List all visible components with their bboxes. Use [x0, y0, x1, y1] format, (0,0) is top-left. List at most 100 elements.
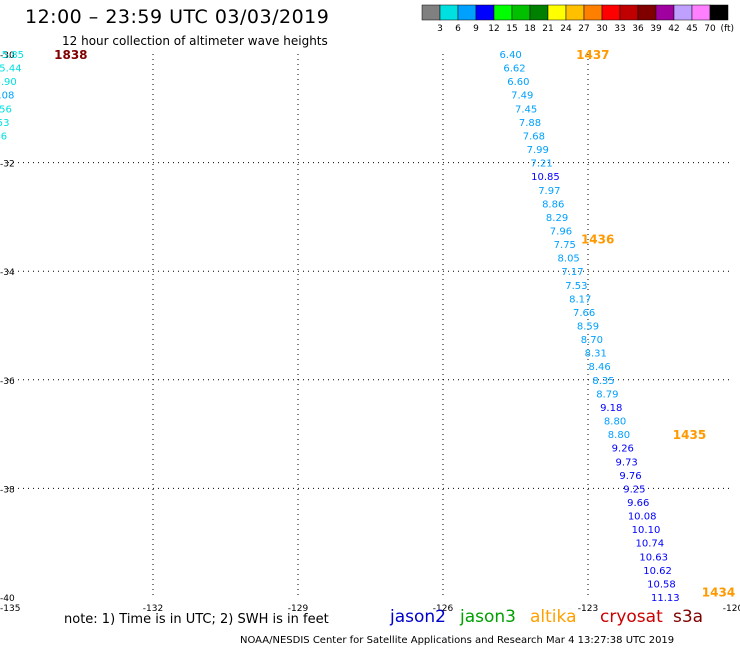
- wave-height-value: 5.53: [0, 118, 9, 129]
- wave-height-value: 8.35: [592, 376, 614, 387]
- x-tick-label: -126: [433, 604, 454, 614]
- colorbar-swatch: [547, 4, 567, 21]
- wave-height-value: 8.17: [569, 294, 591, 305]
- satellite-legend-jason2: jason2: [390, 607, 446, 627]
- colorbar-label: 42: [668, 24, 679, 34]
- wave-height-value: 10.74: [636, 539, 665, 550]
- x-tick-label: -129: [288, 604, 309, 614]
- wave-height-value: 10.63: [639, 552, 668, 563]
- wave-height-value: 5.44: [0, 64, 22, 75]
- wave-height-value: 7.75: [554, 240, 576, 251]
- chart-subtitle: 12 hour collection of altimeter wave hei…: [62, 34, 328, 48]
- wave-height-value: 9.76: [619, 471, 641, 482]
- wave-height-value: 7.97: [538, 186, 560, 197]
- colorbar-label: 24: [560, 24, 572, 34]
- colorbar-swatch: [421, 4, 441, 21]
- wave-height-value: 8.05: [558, 254, 580, 265]
- pass-time-label: 1437: [576, 48, 609, 62]
- wave-height-value: 7.88: [519, 118, 541, 129]
- colorbar-unit: (ft): [720, 24, 734, 34]
- satellite-legend-cryosat: cryosat: [600, 607, 663, 627]
- wave-height-value: 8.70: [581, 335, 603, 346]
- wave-height-value: 8.80: [608, 430, 630, 441]
- chart-title: 12:00 – 23:59 UTC 03/03/2019: [25, 6, 330, 28]
- colorbar-swatch: [637, 4, 657, 21]
- pass-time-label: 1435: [673, 428, 706, 442]
- colorbar-swatch: [493, 4, 513, 21]
- wave-height-value: 7.99: [527, 145, 549, 156]
- satellite-legend-jason3: jason3: [460, 607, 516, 627]
- wave-height-value: 4.46: [0, 131, 7, 142]
- wave-height-value: 6.08: [0, 91, 14, 102]
- colorbar-swatch: [619, 4, 639, 21]
- colorbar-label: 9: [473, 24, 479, 34]
- colorbar-swatch: [655, 4, 675, 21]
- wave-height-value: 4.56: [0, 104, 12, 115]
- satellite-legend-s3a: s3a: [673, 607, 704, 627]
- wave-height-value: 8.86: [542, 199, 564, 210]
- colorbar-label: 27: [578, 24, 589, 34]
- wave-height-value: 9.18: [600, 403, 622, 414]
- x-tick-label: -123: [578, 604, 598, 614]
- colorbar-swatch: [439, 4, 459, 21]
- wave-height-value: 10.62: [643, 566, 672, 577]
- wave-height-value: 7.96: [550, 226, 572, 237]
- wave-height-value: 10.85: [531, 172, 560, 183]
- colorbar-label: 21: [542, 24, 553, 34]
- x-tick-label: -120: [723, 604, 740, 614]
- colorbar-label: 15: [506, 24, 517, 34]
- wave-height-value: 9.66: [627, 498, 649, 509]
- pass-time-label: 1434: [702, 586, 735, 600]
- wave-height-value: 10.10: [632, 525, 661, 536]
- colorbar-label: 33: [614, 24, 625, 34]
- y-tick-label: -32: [0, 160, 15, 170]
- wave-height-value: 7.21: [530, 159, 552, 170]
- wave-height-value: 7.49: [511, 91, 533, 102]
- y-tick-label: -38: [0, 485, 15, 495]
- wave-height-value: 6.60: [507, 77, 529, 88]
- wave-height-value: 8.80: [604, 417, 626, 428]
- units-note: note: 1) Time is in UTC; 2) SWH is in fe…: [64, 612, 329, 627]
- credit-line: NOAA/NESDIS Center for Satellite Applica…: [240, 635, 675, 646]
- wave-height-value: 9.25: [623, 484, 645, 495]
- colorbar-swatch: [709, 4, 729, 21]
- wave-height-value: 7.68: [523, 131, 545, 142]
- colorbar-label: 45: [686, 24, 697, 34]
- colorbar-label: 30: [596, 24, 608, 34]
- colorbar-label: 12: [488, 24, 499, 34]
- colorbar-swatch: [457, 4, 477, 21]
- colorbar-label: 18: [524, 24, 536, 34]
- wave-height-value: 8.31: [585, 349, 607, 360]
- wave-height-value: 11.13: [651, 593, 680, 604]
- pass-time-label: 1838: [54, 48, 87, 62]
- wave-height-value: 7.53: [565, 281, 587, 292]
- wave-height-value: 7.45: [515, 104, 537, 115]
- map-grid: [8, 54, 733, 597]
- colorbar-label: 36: [632, 24, 644, 34]
- wave-height-value: 6.40: [500, 50, 522, 61]
- colorbar-swatch: [565, 4, 585, 21]
- pass-time-label: 1436: [581, 233, 614, 247]
- wave-height-value: 10.58: [647, 579, 676, 590]
- wave-height-value: 5.85: [2, 50, 24, 61]
- colorbar-legend: 3 6 9 12 15 18 21 24 27 30 33 36 39 42 45 70 (ft): [421, 4, 734, 34]
- wave-height-value: 8.59: [577, 322, 599, 333]
- x-tick-label: -135: [0, 604, 20, 614]
- colorbar-swatch: [511, 4, 531, 21]
- colorbar-label: 3: [437, 24, 443, 34]
- wave-height-value: 10.08: [628, 512, 657, 523]
- colorbar-swatch: [601, 4, 621, 21]
- colorbar-label: 39: [650, 24, 662, 34]
- x-tick-label: -132: [143, 604, 163, 614]
- y-tick-label: -36: [0, 377, 15, 387]
- y-tick-label: -30: [0, 51, 15, 61]
- wave-height-value: 9.73: [616, 457, 638, 468]
- wave-height-value: 7.66: [573, 308, 595, 319]
- pass-time-labels: 1838 1437 1436 1435 1434: [54, 48, 735, 600]
- colorbar-swatch: [673, 4, 693, 21]
- wave-height-value: 8.29: [546, 213, 568, 224]
- wave-height-value: 9.26: [612, 444, 634, 455]
- wave-height-value: 7.17: [561, 267, 583, 278]
- colorbar-label: 70: [704, 24, 716, 34]
